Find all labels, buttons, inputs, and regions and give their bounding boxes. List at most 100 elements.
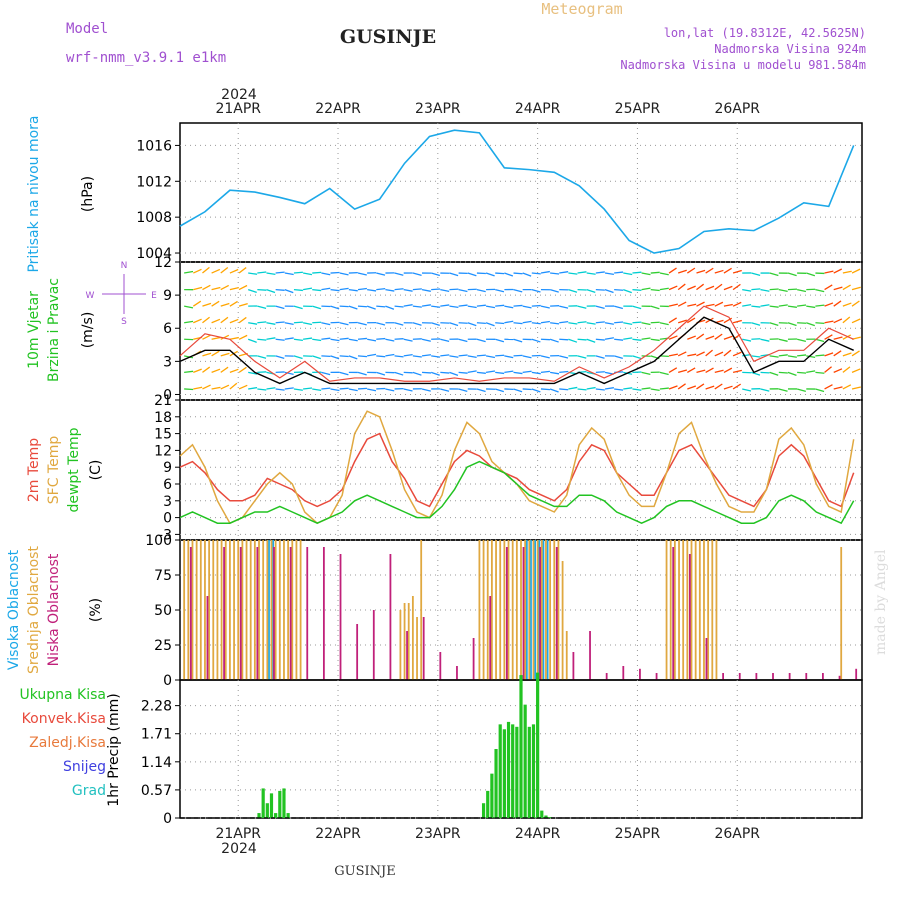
wind-barb xyxy=(651,389,660,390)
wind-barb xyxy=(285,323,294,325)
wind-barb xyxy=(212,319,220,322)
wind-barb xyxy=(751,323,760,326)
precip-bar xyxy=(528,727,531,818)
wind-barb xyxy=(788,356,797,357)
wind-barb xyxy=(294,290,303,291)
wind-barb xyxy=(550,372,559,373)
precip-bar xyxy=(274,813,277,818)
wind-barb xyxy=(285,290,293,293)
y-tick-label: 50 xyxy=(154,603,172,619)
wind-barb xyxy=(687,304,696,306)
day-label-bottom: 23APR xyxy=(415,826,461,842)
wind-barb xyxy=(459,372,468,373)
wind-barb xyxy=(797,305,806,306)
wind-barb xyxy=(852,287,861,289)
wind-barb xyxy=(340,273,349,275)
wind-barb xyxy=(422,290,431,292)
wind-barb xyxy=(358,372,367,374)
cloud-unit-0: (%) xyxy=(88,598,104,622)
wind-barb xyxy=(614,272,623,273)
day-label-top: 21APR xyxy=(215,101,261,117)
wind-barb xyxy=(495,290,504,292)
wind-barb xyxy=(239,335,247,339)
wind-barb xyxy=(477,372,486,373)
wind-barb xyxy=(788,306,797,307)
wind-barb xyxy=(449,356,458,357)
wind-barb xyxy=(257,306,266,308)
wind-barb xyxy=(550,339,559,342)
wind-barb xyxy=(486,323,494,326)
panel-frame xyxy=(180,400,862,540)
wind-barb xyxy=(715,302,723,306)
wind-barb xyxy=(596,272,605,273)
wind-barb xyxy=(559,372,568,373)
precip-legend-item: Ukupna Kisa xyxy=(19,687,106,703)
panel-frame xyxy=(180,123,862,262)
wind-barb xyxy=(651,272,660,273)
wind-barb xyxy=(367,354,376,355)
wind-barb xyxy=(669,304,678,306)
watermark: made by Angel xyxy=(873,549,889,655)
wind-barb xyxy=(248,339,256,342)
y-tick-label: 21 xyxy=(154,393,172,409)
wind-barb xyxy=(632,356,641,359)
wind-barb xyxy=(687,368,695,373)
wind-barb xyxy=(504,273,513,276)
wind-barb xyxy=(459,305,468,306)
wind-barb xyxy=(440,355,449,356)
wind-barb xyxy=(468,273,477,276)
day-label-bottom: 24APR xyxy=(515,826,561,842)
day-label-bottom: 22APR xyxy=(315,826,361,842)
wind-barb xyxy=(550,323,559,324)
wind-barb xyxy=(843,317,850,323)
wind-barb xyxy=(843,385,851,389)
wind-barb xyxy=(541,356,550,358)
wind-barb xyxy=(568,387,577,389)
day-label-top: 23APR xyxy=(415,101,461,117)
product-title: Meteogram xyxy=(541,0,622,18)
wind-barb xyxy=(340,288,349,289)
wind-barb xyxy=(770,273,779,275)
wind-barb xyxy=(779,372,788,373)
wind-barb xyxy=(605,338,614,340)
wind-barb xyxy=(587,290,596,293)
wind-barb xyxy=(852,319,860,323)
wind-barb xyxy=(715,284,722,289)
wind-barb xyxy=(541,371,550,372)
wind-barb xyxy=(257,356,266,358)
cloud-ylabel-1: Srednja Oblacnost xyxy=(26,546,42,674)
panel-frame xyxy=(180,262,862,400)
y-tick-label: 100 xyxy=(145,533,172,549)
wind-barb xyxy=(559,306,568,308)
wind-barb xyxy=(193,319,201,323)
wind-barb xyxy=(788,372,796,375)
wind-barb xyxy=(221,353,230,355)
y-tick-label: 9 xyxy=(163,460,172,476)
wind-barb xyxy=(678,270,687,273)
wind-barb xyxy=(440,305,449,306)
precip-bar xyxy=(519,675,522,818)
wind-barb xyxy=(321,323,330,325)
wind-barb xyxy=(825,321,834,323)
wind-barb xyxy=(276,339,285,340)
wind-barb xyxy=(687,386,695,389)
wind-barb xyxy=(532,306,541,307)
wind-barb xyxy=(239,304,248,307)
y-tick-label: 0 xyxy=(163,673,172,689)
wind-barb xyxy=(212,369,220,372)
wind-barb xyxy=(852,301,859,306)
wind-barb xyxy=(587,273,596,274)
wind-barb xyxy=(550,389,558,392)
wind-barb xyxy=(404,339,413,341)
wind-barb xyxy=(614,389,623,390)
wind-barb xyxy=(605,388,614,389)
wind-barb xyxy=(578,356,587,358)
wind-barb xyxy=(770,306,779,307)
wind-barb xyxy=(422,305,431,306)
wind-barb xyxy=(221,267,228,273)
wind-barb xyxy=(614,339,623,340)
wind-barb xyxy=(321,273,330,275)
wind-barb xyxy=(825,367,832,373)
wind-barb xyxy=(495,339,504,341)
